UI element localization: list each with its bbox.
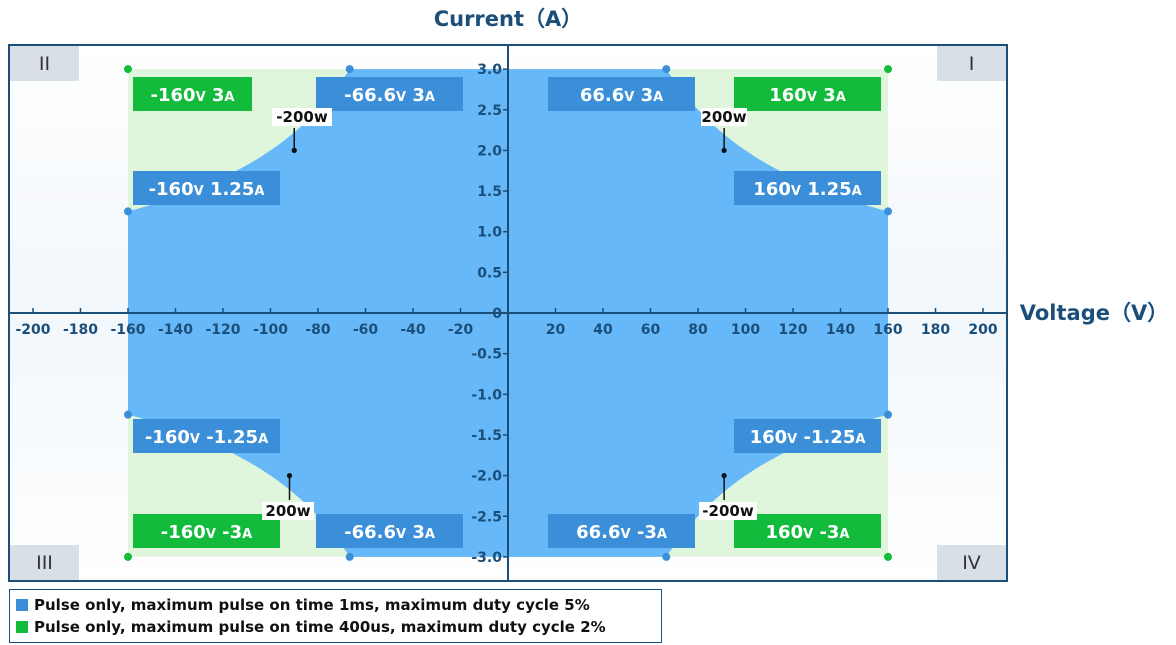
legend-item-blue: Pulse only, maximum pulse on time 1ms, m… — [16, 595, 590, 615]
point-label-box — [133, 77, 252, 111]
power-point — [721, 147, 727, 153]
quadrant-label: IV — [962, 552, 981, 574]
quadrant-box — [10, 46, 79, 81]
power-label: -200w — [702, 502, 754, 520]
point-label-box — [548, 514, 695, 548]
x-tick-label: -160 — [110, 322, 145, 338]
point-label-box — [133, 419, 280, 453]
y-tick-label: -2.5 — [471, 509, 502, 525]
corner-point — [345, 65, 354, 74]
power-label-bg — [701, 108, 747, 126]
x-tick-label: -180 — [63, 322, 98, 338]
legend-item-green: Pulse only, maximum pulse on time 400us,… — [16, 617, 606, 637]
corner-point — [124, 65, 132, 74]
y-tick-label: 2.5 — [477, 103, 502, 119]
x-tick-label: 180 — [921, 322, 950, 338]
x-tick-label: 200 — [968, 322, 997, 338]
corner-point — [662, 552, 671, 561]
quadrant-box — [937, 545, 1006, 580]
power-label: 200w — [701, 108, 746, 126]
point-label-box — [734, 171, 881, 205]
point-label-box — [548, 77, 695, 111]
y-tick-label: 0 — [492, 306, 502, 322]
quadrant-label: III — [36, 552, 53, 574]
point-label: -160V 3A — [151, 85, 235, 106]
quadrant-box — [10, 545, 79, 580]
x-tick-label: -60 — [353, 322, 379, 338]
corner-point — [884, 207, 892, 216]
x-tick-label: -100 — [253, 322, 288, 338]
corner-point — [662, 65, 671, 74]
point-label-box — [734, 514, 881, 548]
power-label: 200w — [265, 502, 310, 520]
corner-point — [124, 552, 132, 561]
point-label-box — [133, 514, 280, 548]
y-tick-label: 1.5 — [477, 184, 502, 200]
point-label-box — [133, 171, 280, 205]
point-label: 66.6V -3A — [576, 522, 667, 543]
point-label-box — [734, 419, 881, 453]
point-label: -160V -3A — [161, 522, 252, 543]
point-label-box — [316, 77, 463, 111]
y-tick-label: -2.0 — [471, 469, 502, 485]
power-point — [721, 473, 727, 479]
x-tick-label: 80 — [688, 322, 708, 338]
y-tick-label: 2.0 — [477, 143, 502, 159]
power-label: -200w — [276, 108, 328, 126]
point-label: -66.6V 3A — [344, 522, 435, 543]
x-tick-label: 140 — [826, 322, 855, 338]
power-point — [291, 147, 297, 153]
x-tick-label: 160 — [873, 322, 902, 338]
x-tick-label: -140 — [158, 322, 193, 338]
y-tick-label: 3.0 — [477, 62, 502, 78]
power-label-bg — [262, 502, 314, 520]
corner-point — [884, 552, 892, 561]
y-tick-label: 0.5 — [477, 265, 502, 281]
point-label: -160V 1.25A — [149, 179, 265, 200]
legend-label-green: Pulse only, maximum pulse on time 400us,… — [34, 618, 606, 636]
y-tick-label: 1.0 — [477, 225, 502, 241]
point-label: -66.6V 3A — [344, 85, 435, 106]
power-label-bg — [272, 108, 332, 126]
point-label: 160V -3A — [766, 522, 850, 543]
y-tick-label: -3.0 — [471, 550, 502, 566]
point-label-box — [316, 514, 463, 548]
x-tick-label: 60 — [641, 322, 661, 338]
point-label: 66.6V 3A — [580, 85, 663, 106]
corner-point — [884, 410, 892, 419]
point-label: 160V -1.25A — [750, 427, 866, 448]
corner-point — [124, 207, 132, 216]
x-tick-label: 20 — [546, 322, 566, 338]
point-label: 160V 3A — [769, 85, 846, 106]
legend-label-blue: Pulse only, maximum pulse on time 1ms, m… — [34, 596, 590, 614]
x-tick-label: 100 — [731, 322, 760, 338]
corner-point — [345, 552, 354, 561]
x-tick-label: 40 — [593, 322, 613, 338]
y-axis-title: Current（A） — [434, 7, 583, 31]
legend: Pulse only, maximum pulse on time 1ms, m… — [9, 589, 662, 643]
power-label-bg — [699, 502, 757, 520]
y-tick-label: -1.5 — [471, 428, 502, 444]
quadrant-label: II — [39, 53, 50, 75]
x-tick-label: -80 — [305, 322, 331, 338]
legend-swatch-green — [16, 621, 28, 633]
x-tick-label: -40 — [400, 322, 426, 338]
x-tick-label: -200 — [15, 322, 50, 338]
corner-point — [124, 410, 132, 419]
corner-point — [884, 65, 892, 74]
point-label: 160V 1.25A — [753, 179, 861, 200]
y-tick-label: -0.5 — [471, 347, 502, 363]
point-label-box — [734, 77, 881, 111]
x-axis-title: Voltage（V） — [1020, 301, 1168, 325]
y-tick-label: -1.0 — [471, 387, 502, 403]
x-tick-label: -20 — [448, 322, 474, 338]
quadrant-box — [937, 46, 1006, 81]
power-point — [286, 473, 293, 479]
legend-swatch-blue — [16, 599, 28, 611]
x-tick-label: -120 — [205, 322, 240, 338]
x-tick-label: 120 — [778, 322, 807, 338]
point-label: -160V -1.25A — [145, 427, 268, 448]
quadrant-label: I — [969, 53, 975, 75]
